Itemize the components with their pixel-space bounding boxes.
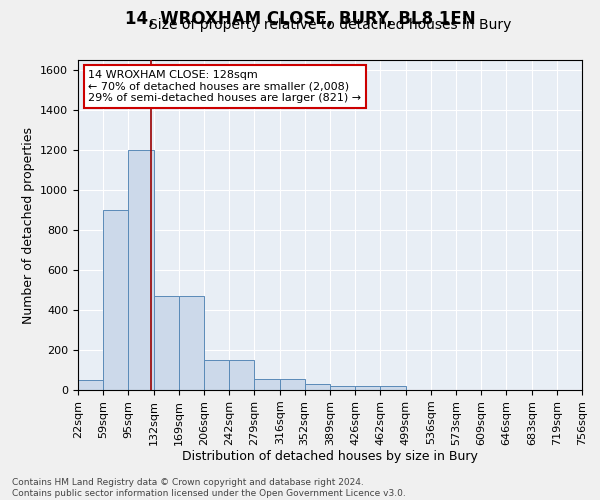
Text: 14, WROXHAM CLOSE, BURY, BL8 1EN: 14, WROXHAM CLOSE, BURY, BL8 1EN	[125, 10, 475, 28]
Bar	[205, 360, 229, 390]
Bar	[380, 386, 406, 390]
Bar	[229, 360, 254, 390]
Bar	[355, 386, 380, 390]
Bar	[154, 296, 179, 390]
Bar	[254, 379, 280, 390]
Text: Contains HM Land Registry data © Crown copyright and database right 2024.
Contai: Contains HM Land Registry data © Crown c…	[12, 478, 406, 498]
Bar	[179, 296, 205, 390]
Bar	[330, 386, 355, 390]
Bar	[280, 379, 305, 390]
Y-axis label: Number of detached properties: Number of detached properties	[22, 126, 35, 324]
Bar	[128, 150, 154, 390]
Bar	[103, 210, 128, 390]
Bar	[78, 380, 103, 390]
Title: Size of property relative to detached houses in Bury: Size of property relative to detached ho…	[149, 18, 511, 32]
X-axis label: Distribution of detached houses by size in Bury: Distribution of detached houses by size …	[182, 450, 478, 464]
Bar	[305, 384, 330, 390]
Text: 14 WROXHAM CLOSE: 128sqm
← 70% of detached houses are smaller (2,008)
29% of sem: 14 WROXHAM CLOSE: 128sqm ← 70% of detach…	[88, 70, 361, 103]
